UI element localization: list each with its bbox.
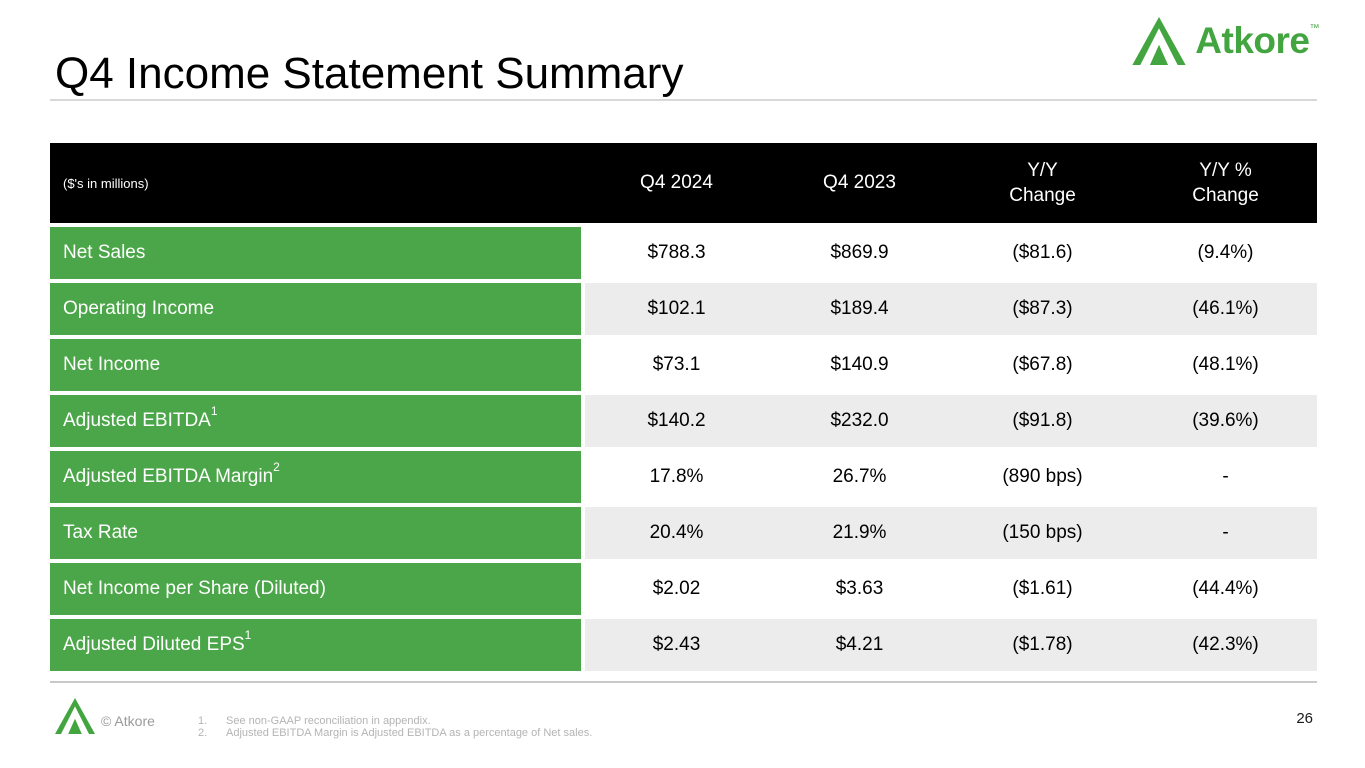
row-label: Adjusted EBITDA Margin xyxy=(63,466,274,487)
cell-yy-pct-change: - xyxy=(1134,507,1317,559)
table-row: Net Sales $788.3 $869.9 ($81.6) (9.4%) xyxy=(50,227,1317,279)
cell-q4-2023: $140.9 xyxy=(768,339,951,391)
row-label-cell: Net Income per Share (Diluted) xyxy=(50,563,585,615)
cell-yy-pct-change: (39.6%) xyxy=(1134,395,1317,447)
row-label-cell: Net Sales xyxy=(50,227,585,279)
cell-yy-pct-change: (48.1%) xyxy=(1134,339,1317,391)
table-row: Net Income per Share (Diluted) $2.02 $3.… xyxy=(50,563,1317,615)
footer-divider xyxy=(50,681,1317,683)
cell-yy-change: ($1.78) xyxy=(951,619,1134,671)
row-label: Operating Income xyxy=(63,298,215,319)
cell-yy-change: (150 bps) xyxy=(951,507,1134,559)
footnotes: 1. See non-GAAP reconciliation in append… xyxy=(198,715,593,740)
row-label-cell: Adjusted EBITDA Margin 2 xyxy=(50,451,585,503)
cell-yy-change: ($1.61) xyxy=(951,563,1134,615)
footnote-2-number: 2. xyxy=(198,726,208,739)
row-label: Tax Rate xyxy=(63,522,138,543)
footnote-reference: 1 xyxy=(210,404,218,418)
cell-yy-change: ($87.3) xyxy=(951,283,1134,335)
row-label: Net Income xyxy=(63,354,161,375)
copyright-text: © Atkore xyxy=(101,713,155,729)
row-label-cell: Adjusted EBITDA 1 xyxy=(50,395,585,447)
footnote-1: 1. See non-GAAP reconciliation in append… xyxy=(198,715,592,728)
cell-yy-change: ($81.6) xyxy=(951,227,1134,279)
cell-q4-2024: $102.1 xyxy=(585,283,768,335)
table-row: Adjusted EBITDA 1 $140.2 $232.0 ($91.8) (… xyxy=(50,395,1317,447)
cell-q4-2023: 21.9% xyxy=(768,507,951,559)
footnote-2-text: Adjusted EBITDA Margin is Adjusted EBITD… xyxy=(226,726,593,739)
footnote-1-text: See non-GAAP reconciliation in appendix. xyxy=(226,715,431,727)
cell-q4-2024: 20.4% xyxy=(585,507,768,559)
cell-q4-2024: 17.8% xyxy=(585,451,768,503)
cell-yy-change: ($91.8) xyxy=(951,395,1134,447)
column-header-yy-pct-change: Y/Y % Change xyxy=(1192,159,1259,206)
row-label: Net Income per Share (Diluted) xyxy=(63,578,326,599)
row-label: Net Sales xyxy=(63,242,146,263)
cell-q4-2024: $140.2 xyxy=(585,395,768,447)
column-header-q4-2023: Q4 2023 xyxy=(823,172,896,194)
table-header-row: ($'s in millions) Q4 2024 Q4 2023 Y/Y Ch… xyxy=(50,143,1317,223)
cell-yy-pct-change: - xyxy=(1134,451,1317,503)
units-note: ($'s in millions) xyxy=(63,175,149,191)
cell-yy-change: (890 bps) xyxy=(951,451,1134,503)
row-label: Adjusted EBITDA xyxy=(63,410,211,431)
table-row: Adjusted Diluted EPS 1 $2.43 $4.21 ($1.78… xyxy=(50,619,1317,671)
cell-yy-pct-change: (9.4%) xyxy=(1134,227,1317,279)
cell-q4-2023: $189.4 xyxy=(768,283,951,335)
cell-q4-2023: $4.21 xyxy=(768,619,951,671)
cell-q4-2024: $2.43 xyxy=(585,619,768,671)
table-row: Tax Rate 20.4% 21.9% (150 bps) - xyxy=(50,507,1317,559)
atkore-logo: Atkore™ xyxy=(1132,17,1319,65)
cell-q4-2023: $869.9 xyxy=(768,227,951,279)
cell-q4-2024: $2.02 xyxy=(585,563,768,615)
title-divider xyxy=(50,99,1317,101)
atkore-wordmark: Atkore™ xyxy=(1195,20,1319,62)
footnote-reference: 1 xyxy=(244,628,252,642)
row-label: Adjusted Diluted EPS xyxy=(63,634,245,655)
page-title: Q4 Income Statement Summary xyxy=(55,49,684,99)
column-header-yy-change: Y/Y Change xyxy=(1009,159,1076,206)
table-row: Adjusted EBITDA Margin 2 17.8% 26.7% (890… xyxy=(50,451,1317,503)
row-label-cell: Net Income xyxy=(50,339,585,391)
page-number: 26 xyxy=(1296,710,1313,727)
cell-yy-pct-change: (44.4%) xyxy=(1134,563,1317,615)
row-label-cell: Adjusted Diluted EPS 1 xyxy=(50,619,585,671)
footnote-1-number: 1. xyxy=(198,715,208,727)
row-label-cell: Tax Rate xyxy=(50,507,585,559)
cell-yy-change: ($67.8) xyxy=(951,339,1134,391)
cell-yy-pct-change: (42.3%) xyxy=(1134,619,1317,671)
table-row: Net Income $73.1 $140.9 ($67.8) (48.1%) xyxy=(50,339,1317,391)
atkore-footer-triangle-icon xyxy=(55,698,95,734)
cell-q4-2023: $232.0 xyxy=(768,395,951,447)
cell-q4-2024: $73.1 xyxy=(585,339,768,391)
income-statement-table: ($'s in millions) Q4 2024 Q4 2023 Y/Y Ch… xyxy=(50,143,1317,671)
column-header-q4-2024: Q4 2024 xyxy=(640,172,713,194)
footnote-2: 2. Adjusted EBITDA Margin is Adjusted EB… xyxy=(198,726,593,740)
brand-name: Atkore xyxy=(1195,20,1310,61)
trademark-symbol: ™ xyxy=(1309,23,1320,34)
table-body: Net Sales $788.3 $869.9 ($81.6) (9.4%) O… xyxy=(50,227,1317,671)
cell-q4-2023: 26.7% xyxy=(768,451,951,503)
atkore-triangle-icon xyxy=(1132,17,1186,65)
footnote-reference: 2 xyxy=(273,460,280,474)
cell-q4-2024: $788.3 xyxy=(585,227,768,279)
cell-yy-pct-change: (46.1%) xyxy=(1134,283,1317,335)
cell-q4-2023: $3.63 xyxy=(768,563,951,615)
row-label-cell: Operating Income xyxy=(50,283,585,335)
table-row: Operating Income $102.1 $189.4 ($87.3) (… xyxy=(50,283,1317,335)
